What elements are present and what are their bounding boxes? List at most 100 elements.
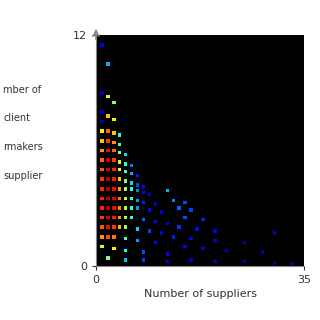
Point [129,180,134,186]
Point [141,200,146,205]
Point [147,207,152,212]
Point [100,177,105,182]
Point [141,257,146,262]
Point [105,61,110,67]
Point [188,257,194,262]
Point [165,252,170,257]
Point [272,261,277,266]
Point [200,246,205,251]
Point [129,171,134,176]
Point [195,227,200,232]
Point [105,177,110,182]
Point [171,234,176,239]
Point [111,205,116,211]
Point [129,186,134,191]
Point [111,234,116,239]
Point [123,161,128,166]
Point [135,205,140,211]
Point [105,196,110,201]
Point [111,246,116,251]
Point [117,215,122,220]
X-axis label: Number of suppliers: Number of suppliers [143,289,257,299]
Text: rmakers: rmakers [3,142,43,152]
Point [171,198,176,203]
Point [153,202,158,207]
Point [135,173,140,178]
Point [123,257,128,262]
Point [165,221,170,226]
Point [188,236,194,241]
Point [105,186,110,191]
Point [100,196,105,201]
Point [111,140,116,145]
Point [141,190,146,195]
Point [100,157,105,163]
Point [188,207,194,212]
Point [177,205,182,211]
Point [100,215,105,220]
Point [100,148,105,153]
Point [242,240,247,245]
Point [117,205,122,211]
Point [100,119,105,124]
Point [100,225,105,230]
Point [290,261,295,266]
Point [224,248,229,253]
Point [123,248,128,253]
Point [117,132,122,138]
Text: mber of: mber of [3,84,41,95]
Point [242,259,247,264]
Point [212,238,217,243]
Point [100,244,105,249]
Point [165,259,170,264]
Point [135,198,140,203]
Point [123,169,128,174]
Point [159,230,164,236]
Point [117,159,122,164]
Point [129,163,134,168]
Point [117,142,122,147]
Point [177,225,182,230]
Point [123,215,128,220]
Point [105,255,110,260]
Point [111,225,116,230]
Point [111,148,116,153]
Point [135,238,140,243]
Point [117,225,122,230]
Point [100,234,105,239]
Point [111,167,116,172]
Point [100,90,105,95]
Point [135,188,140,193]
Point [183,244,188,249]
Point [153,219,158,224]
Point [183,215,188,220]
Point [272,230,277,236]
Point [100,186,105,191]
Point [105,225,110,230]
Point [105,215,110,220]
Point [111,177,116,182]
Point [135,227,140,232]
Point [105,113,110,118]
Point [123,225,128,230]
Point [117,167,122,172]
Text: client: client [3,113,30,124]
Point [111,100,116,105]
Point [117,177,122,182]
Point [105,234,110,239]
Point [105,205,110,211]
Point [105,167,110,172]
Point [100,205,105,211]
Point [129,196,134,201]
Point [123,205,128,211]
Point [105,148,110,153]
Point [117,150,122,155]
Point [111,186,116,191]
Point [212,228,217,234]
Point [100,109,105,115]
Point [100,42,105,47]
Point [100,129,105,134]
Point [123,152,128,157]
Point [147,192,152,197]
Point [105,157,110,163]
